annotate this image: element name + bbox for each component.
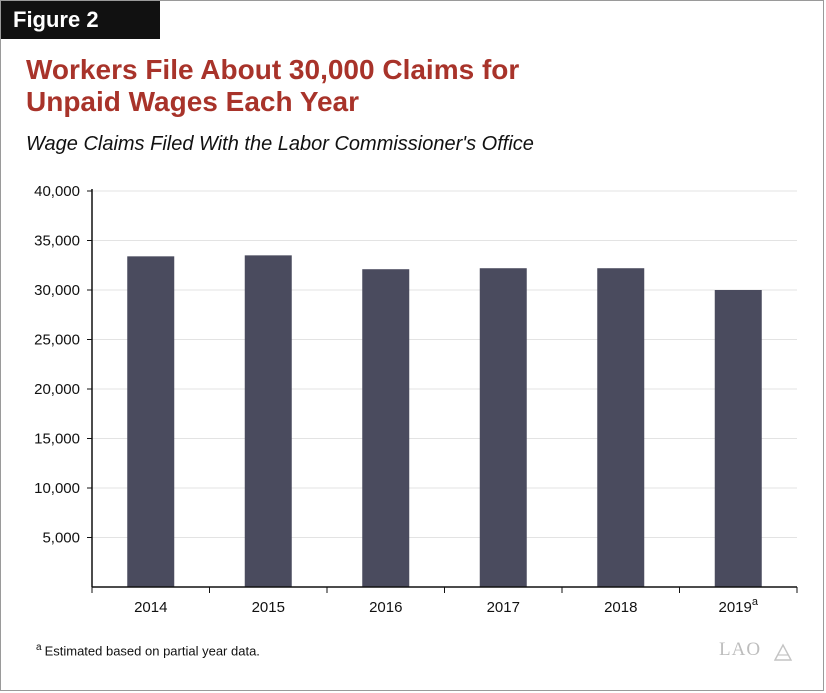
y-tick-label: 30,000 xyxy=(34,282,80,299)
bar-2014 xyxy=(127,256,175,587)
bar-2017 xyxy=(479,268,527,587)
y-tick-label: 25,000 xyxy=(34,332,80,349)
footnote: a Estimated based on partial year data. xyxy=(36,642,260,658)
bar-2019 xyxy=(714,290,762,587)
y-tick-label: 15,000 xyxy=(34,431,80,448)
chart-subtitle: Wage Claims Filed With the Labor Commiss… xyxy=(26,133,534,155)
x-tick-label: 2019a xyxy=(719,596,759,616)
x-tick-label: 2016 xyxy=(369,599,402,616)
footnote-marker: a xyxy=(36,642,42,653)
y-tick-label: 35,000 xyxy=(34,233,80,250)
bar-chart: 5,000 10,000 15,000 20,000 25,000 30,000 35,00… xyxy=(34,183,798,616)
x-tick-label: 2015 xyxy=(252,599,285,616)
bar-2016 xyxy=(362,269,410,587)
lao-logo: LAO xyxy=(719,639,762,660)
chart-title: Workers File About 30,000 Claims for Unp… xyxy=(26,54,726,118)
lao-logo-mark-icon xyxy=(773,643,793,661)
bar-2015 xyxy=(244,255,292,587)
y-tick-label: 5,000 xyxy=(42,530,80,547)
footnote-text: Estimated based on partial year data. xyxy=(44,643,260,659)
chart-title-line-1: Workers File About 30,000 Claims for xyxy=(26,54,520,85)
figure-label: Figure 2 xyxy=(1,1,160,39)
x-tick-superscript: a xyxy=(752,596,759,608)
x-tick-label: 2018 xyxy=(604,599,637,616)
chart-title-line-2: Unpaid Wages Each Year xyxy=(26,86,360,117)
y-tick-label: 20,000 xyxy=(34,381,80,398)
y-tick-label: 10,000 xyxy=(34,480,80,497)
y-tick-label: 40,000 xyxy=(34,183,80,200)
x-tick-label: 2017 xyxy=(487,599,520,616)
x-tick-label: 2014 xyxy=(134,599,167,616)
bar-2018 xyxy=(597,268,645,587)
